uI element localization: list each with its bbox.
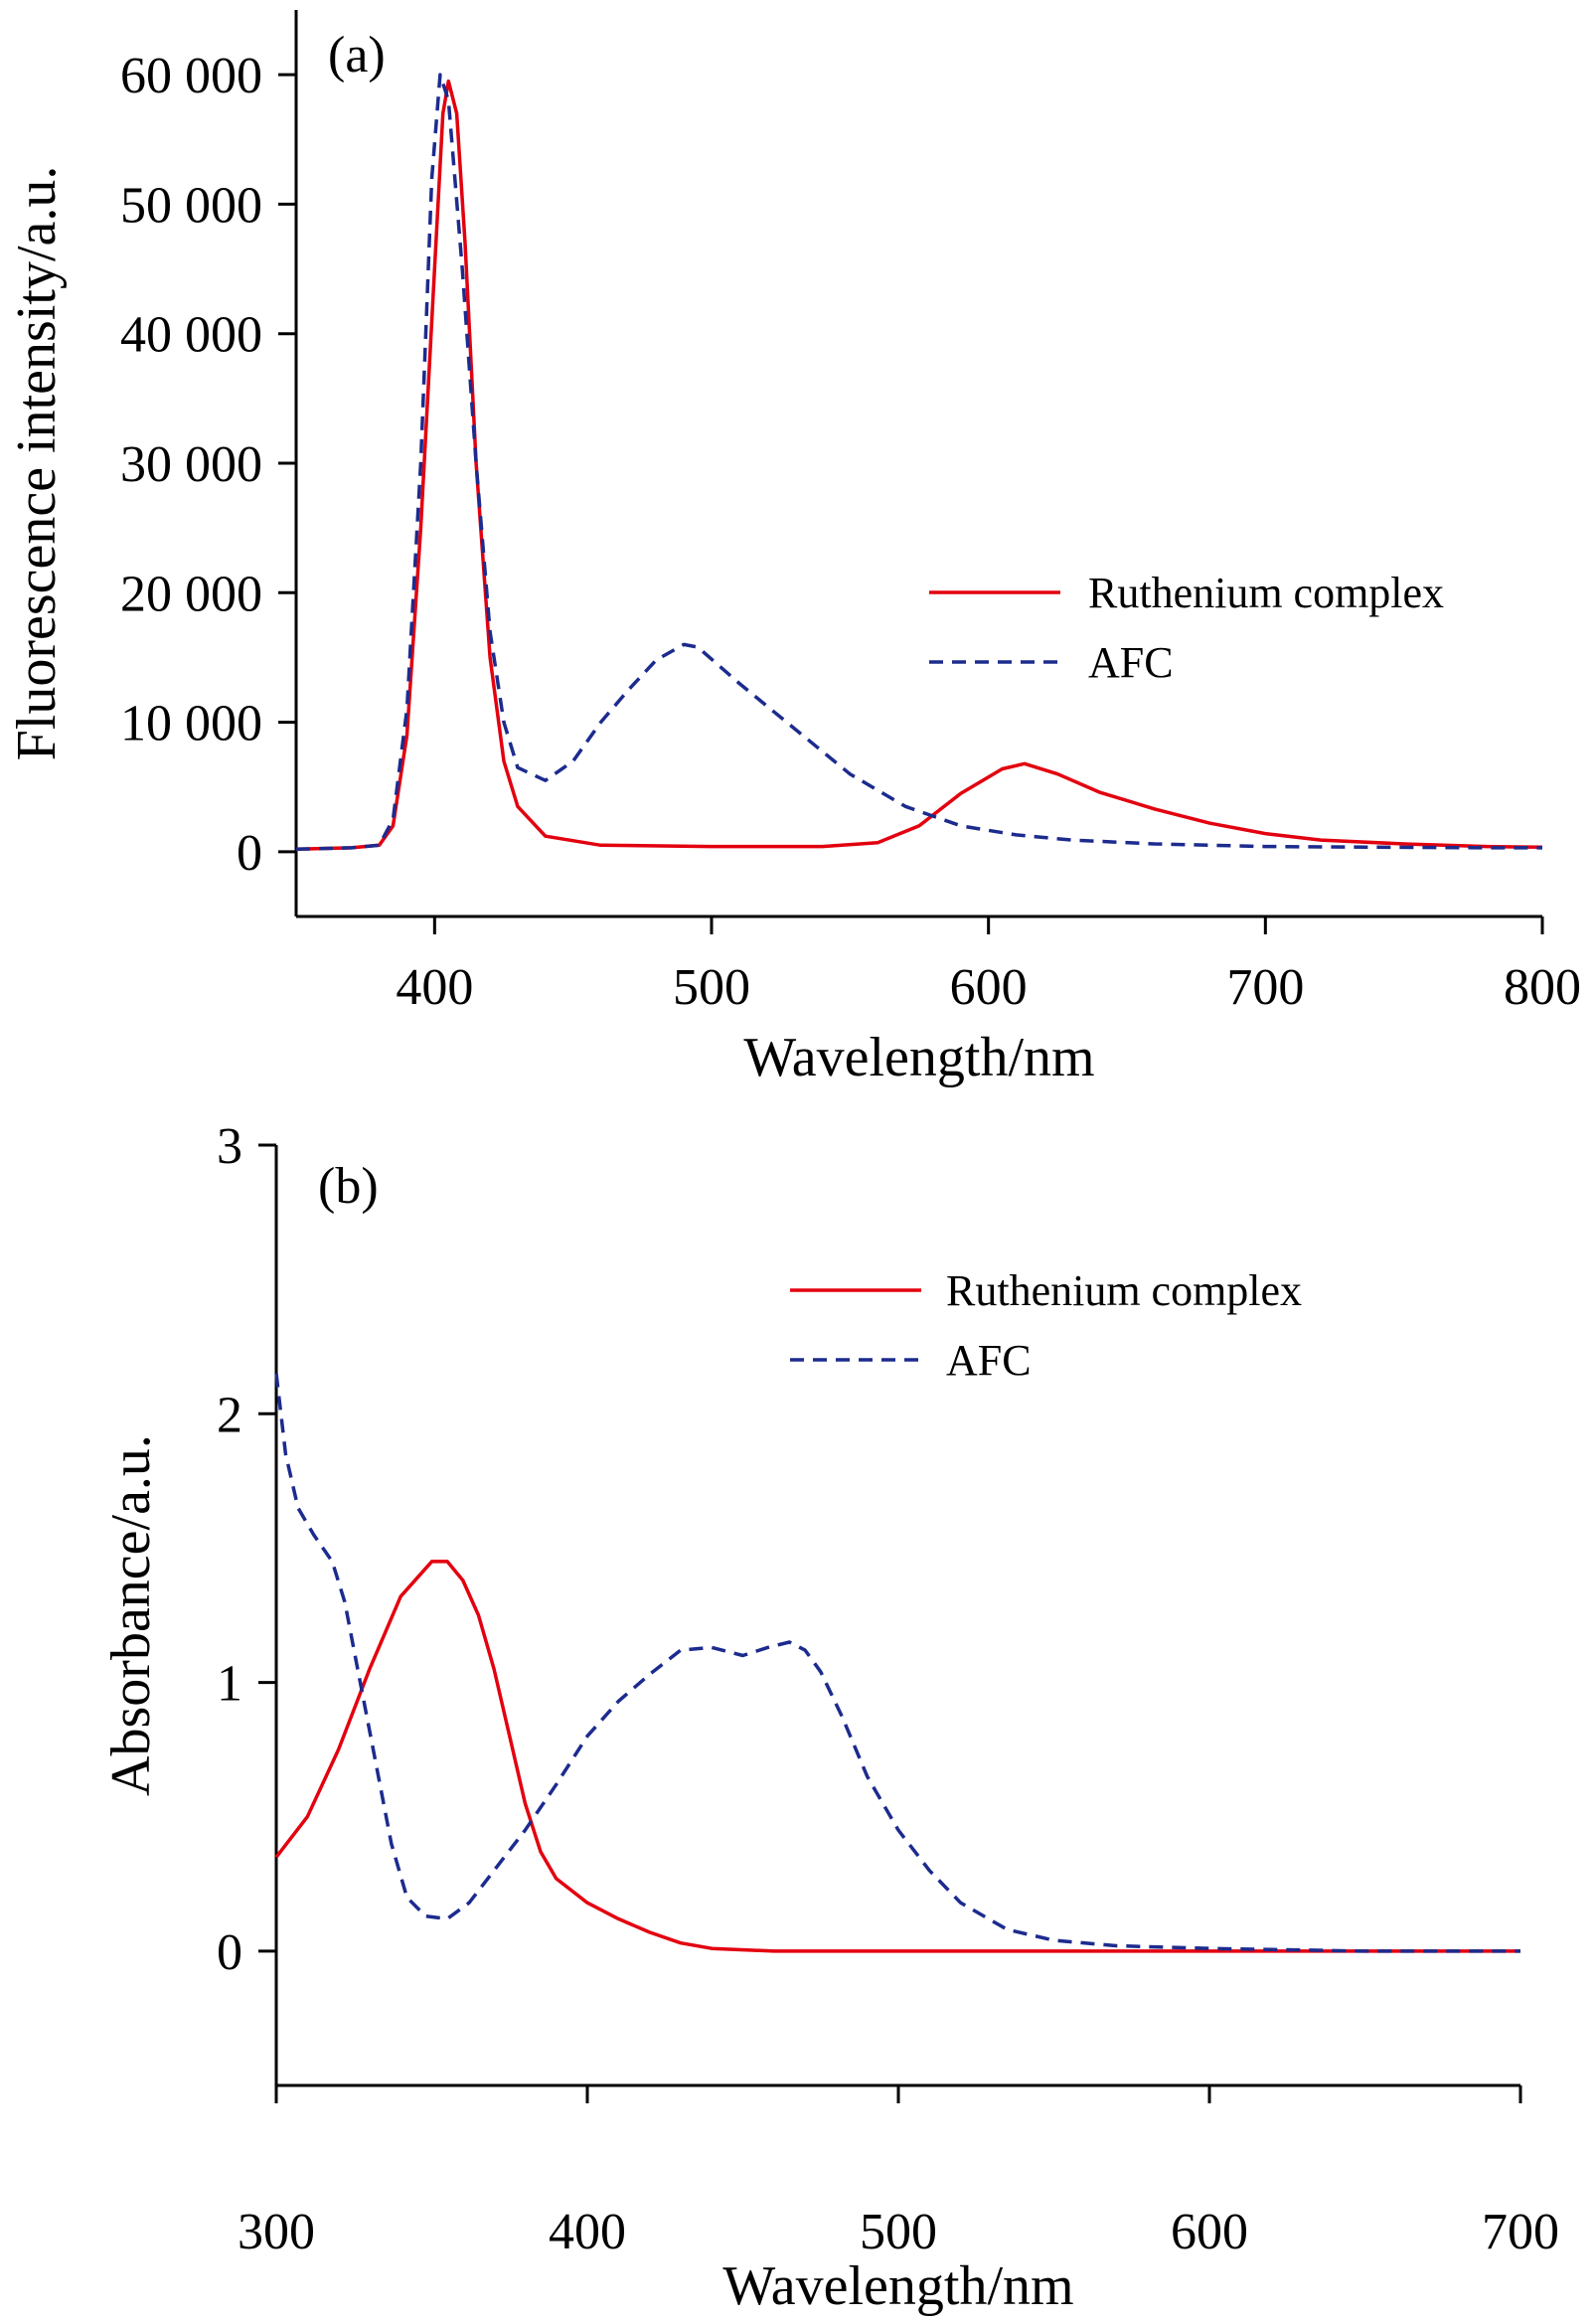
x-tick-label: 500 — [860, 2204, 937, 2260]
x-tick-label: 300 — [238, 2204, 315, 2260]
y-tick-label: 2 — [217, 1387, 242, 1443]
y-tick-label: 10 000 — [120, 696, 262, 752]
x-tick-label: 800 — [1504, 959, 1581, 1016]
panel-a: 0 10 000 20 000 30 000 40 000 50 000 60 000 400… — [6, 10, 1581, 1088]
y-tick-label: 1 — [217, 1656, 242, 1713]
x-axis-title: Wavelength/nm — [722, 2255, 1073, 2317]
legend-label: AFC — [1088, 638, 1174, 687]
y-tick-label: 50 000 — [120, 177, 262, 234]
x-tick-label: 700 — [1226, 959, 1304, 1016]
x-tick-label: 600 — [1171, 2204, 1248, 2260]
legend-label: AFC — [946, 1336, 1032, 1385]
y-tick-label: 0 — [217, 1924, 242, 1981]
y-tick-label: 20 000 — [120, 566, 262, 622]
series-line-ruthenium — [295, 79, 1543, 852]
panel-b: 0 1 2 3 300 400 500 600 700 Wavelength/nm Absorban… — [100, 1118, 1559, 2317]
x-tick-label: 500 — [673, 959, 750, 1016]
legend-label: Ruthenium complex — [1088, 569, 1444, 617]
x-tick-label: 600 — [950, 959, 1028, 1016]
legend-label: Ruthenium complex — [946, 1266, 1302, 1315]
y-tick-label: 3 — [217, 1118, 242, 1175]
panel-label: (a) — [328, 27, 386, 83]
y-tick-label: 60 000 — [120, 48, 262, 104]
x-tick-label: 700 — [1482, 2204, 1559, 2260]
y-tick-label: 40 000 — [120, 307, 262, 364]
series-line-afc — [295, 73, 1542, 852]
series-line-afc — [274, 1373, 1520, 1953]
x-tick-label: 400 — [549, 2204, 626, 2260]
y-tick-label: 30 000 — [120, 436, 262, 493]
series-line-ruthenium — [274, 1560, 1520, 1953]
y-tick-label: 0 — [237, 825, 262, 882]
panel-label: (b) — [318, 1158, 379, 1215]
y-axis-title: Absorbance/a.u. — [100, 1434, 162, 1796]
x-tick-label: 400 — [396, 959, 473, 1016]
y-axis-title: Fluorescence intensity/a.u. — [6, 166, 68, 761]
x-axis-title: Wavelength/nm — [743, 1027, 1094, 1088]
